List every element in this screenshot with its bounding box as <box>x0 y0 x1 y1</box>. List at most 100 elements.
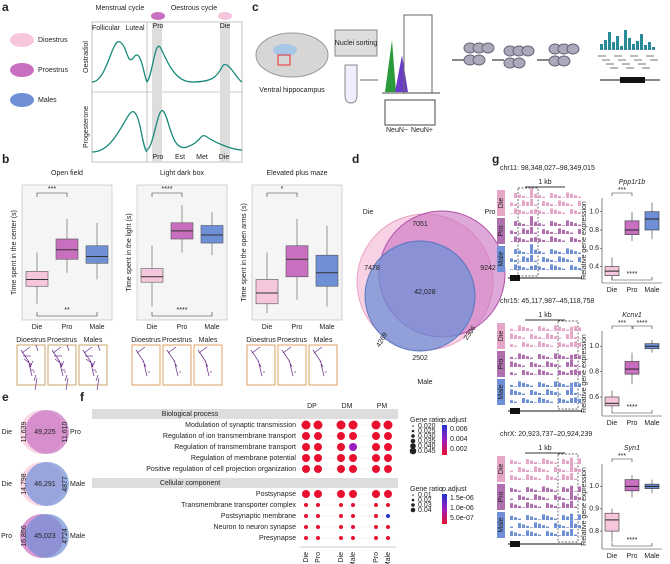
sig: *** <box>618 187 626 194</box>
track-bg <box>497 484 505 510</box>
label: Die <box>363 209 374 216</box>
box <box>25 271 49 287</box>
peak <box>574 364 577 367</box>
peak <box>570 387 573 395</box>
peak <box>546 470 549 472</box>
peak <box>526 497 529 500</box>
peak <box>550 193 553 198</box>
box <box>604 396 620 407</box>
track <box>95 374 99 382</box>
peak <box>652 47 655 50</box>
peak <box>538 341 541 347</box>
peak <box>574 369 577 375</box>
peak <box>518 336 521 339</box>
peak <box>530 188 533 198</box>
peak <box>562 525 565 528</box>
venn-count: 9242 <box>480 265 496 272</box>
peak <box>558 524 561 528</box>
peak <box>562 497 565 500</box>
peak <box>542 355 545 359</box>
peak <box>526 399 529 403</box>
track <box>204 360 209 368</box>
dot <box>339 525 343 529</box>
peak <box>554 381 557 387</box>
peak <box>570 204 573 206</box>
peak <box>550 362 553 367</box>
gene-name: Ppp1r1b <box>619 179 646 186</box>
peak <box>526 469 529 472</box>
peak <box>518 467 521 472</box>
peak <box>530 199 533 206</box>
peak <box>566 372 569 375</box>
label: Male <box>70 533 85 540</box>
peak <box>550 532 553 536</box>
y-tick-label: 0.6 <box>589 245 599 252</box>
peak <box>518 490 521 492</box>
track-label: Male <box>498 517 505 532</box>
peak <box>546 269 549 270</box>
peak <box>570 518 573 528</box>
peak <box>522 524 525 528</box>
label: Postsynaptic membrane <box>221 513 296 520</box>
peak <box>570 359 573 367</box>
highlight <box>517 187 539 277</box>
peak <box>522 223 525 226</box>
peak <box>510 333 513 339</box>
highlight <box>557 320 579 410</box>
label: Die <box>220 23 231 30</box>
gate <box>403 14 433 94</box>
peak <box>550 334 553 339</box>
peak <box>550 330 553 331</box>
x-tick-label: Die <box>338 552 345 563</box>
y-tick-label: 0.8 <box>589 368 599 375</box>
peak <box>510 372 513 375</box>
read <box>622 63 630 65</box>
peak <box>570 342 573 347</box>
peak <box>510 258 513 262</box>
peak <box>522 535 525 536</box>
venn-count: 11,610 <box>62 421 69 442</box>
track <box>312 349 322 363</box>
label: 1.0e-06 <box>450 505 474 512</box>
track-frame <box>193 344 223 386</box>
peak <box>542 211 545 214</box>
label: Die <box>1 481 12 488</box>
hippocampus <box>273 44 297 56</box>
peak <box>542 338 545 339</box>
track-label: Die <box>498 331 505 342</box>
peak <box>534 461 537 464</box>
sig: **** <box>162 186 173 193</box>
label: 0.02 <box>418 497 432 504</box>
peak <box>514 264 517 270</box>
peak <box>558 251 561 254</box>
y-tick-label: 1.0 <box>589 343 599 350</box>
label: Est <box>175 154 185 161</box>
peak <box>550 358 553 359</box>
dot <box>384 454 392 462</box>
peak <box>542 497 545 500</box>
shade <box>152 22 162 162</box>
peak <box>518 222 521 226</box>
label: 1 kb <box>538 312 551 319</box>
nucleosome <box>512 57 526 69</box>
tube <box>344 64 358 104</box>
peak <box>546 344 549 347</box>
dot <box>374 525 378 529</box>
peak <box>530 516 533 520</box>
track-frame <box>131 344 161 386</box>
label: 1 kb <box>538 179 551 186</box>
peak <box>526 371 529 375</box>
peak <box>578 196 581 198</box>
peak <box>522 195 525 198</box>
peak <box>554 209 557 214</box>
peak <box>574 392 577 395</box>
peak <box>566 344 569 347</box>
peak <box>518 518 521 520</box>
peak <box>578 394 581 395</box>
track <box>64 374 68 382</box>
dot <box>386 536 390 540</box>
read <box>646 55 654 57</box>
dot <box>316 525 320 529</box>
peak <box>538 392 541 395</box>
sig: **** <box>637 320 648 327</box>
